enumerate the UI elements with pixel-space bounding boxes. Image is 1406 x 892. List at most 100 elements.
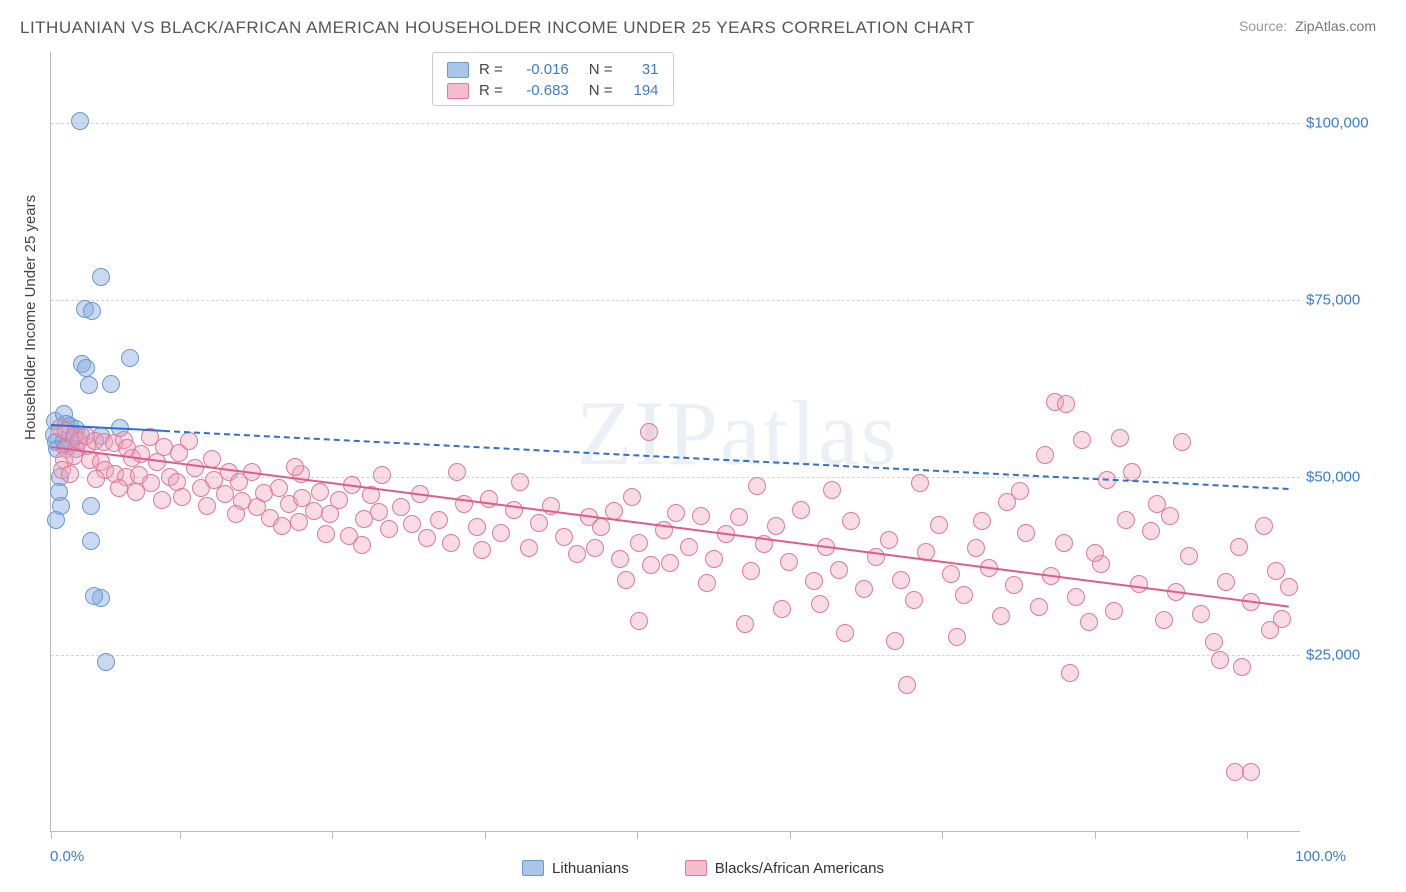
data-point [492, 524, 510, 542]
data-point [305, 502, 323, 520]
data-point [992, 607, 1010, 625]
legend-r-value: -0.683 [513, 82, 569, 99]
data-point [730, 508, 748, 526]
legend-swatch [522, 860, 544, 876]
legend-swatch [685, 860, 707, 876]
data-point [1255, 517, 1273, 535]
data-point [1057, 395, 1075, 413]
gridline-horizontal [51, 655, 1300, 656]
x-tick [942, 831, 943, 839]
data-point [886, 632, 904, 650]
y-tick-label: $75,000 [1306, 292, 1360, 309]
data-point [736, 615, 754, 633]
source-label: Source: [1239, 18, 1287, 34]
legend-swatch [447, 83, 469, 99]
data-point [317, 525, 335, 543]
data-point [61, 465, 79, 483]
legend-swatch [447, 62, 469, 78]
data-point [1117, 511, 1135, 529]
data-point [973, 512, 991, 530]
data-point [153, 491, 171, 509]
data-point [805, 572, 823, 590]
data-point [442, 534, 460, 552]
y-tick-label: $25,000 [1306, 646, 1360, 663]
gridline-horizontal [51, 123, 1300, 124]
x-tick [1247, 831, 1248, 839]
data-point [692, 507, 710, 525]
scatter-chart: ZIPatlas $25,000$50,000$75,000$100,000 [50, 52, 1300, 832]
gridline-horizontal [51, 300, 1300, 301]
x-tick [485, 831, 486, 839]
data-point [667, 504, 685, 522]
data-point [680, 538, 698, 556]
data-point [71, 112, 89, 130]
x-tick [180, 831, 181, 839]
data-point [1111, 429, 1129, 447]
regression-line [51, 446, 1289, 608]
data-point [1105, 602, 1123, 620]
data-point [1011, 482, 1029, 500]
data-point [47, 511, 65, 529]
data-point [1086, 544, 1104, 562]
data-point [286, 458, 304, 476]
data-point [473, 541, 491, 559]
data-point [905, 591, 923, 609]
data-point [830, 561, 848, 579]
x-tick [1095, 831, 1096, 839]
data-point [198, 497, 216, 515]
data-point [85, 587, 103, 605]
data-point [623, 488, 641, 506]
data-point [1242, 763, 1260, 781]
data-point [1173, 433, 1191, 451]
y-axis-label: Householder Income Under 25 years [22, 195, 39, 440]
data-point [290, 513, 308, 531]
data-point [1055, 534, 1073, 552]
data-point [373, 466, 391, 484]
data-point [698, 574, 716, 592]
data-point [1155, 611, 1173, 629]
data-point [1211, 651, 1229, 669]
data-point [468, 518, 486, 536]
legend-n-label: N = [589, 82, 613, 99]
data-point [83, 302, 101, 320]
legend-series-label: Blacks/African Americans [715, 860, 884, 877]
data-point [353, 536, 371, 554]
data-point [403, 515, 421, 533]
data-point [142, 474, 160, 492]
data-point [102, 375, 120, 393]
legend-n-value: 31 [623, 61, 659, 78]
data-point [948, 628, 966, 646]
data-point [811, 595, 829, 613]
data-point [823, 481, 841, 499]
data-point [705, 550, 723, 568]
x-axis-max-label: 100.0% [1295, 848, 1346, 865]
data-point [911, 474, 929, 492]
data-point [180, 432, 198, 450]
data-point [110, 479, 128, 497]
data-point [92, 268, 110, 286]
data-point [530, 514, 548, 532]
data-point [448, 463, 466, 481]
data-point [1205, 633, 1223, 651]
data-point [97, 653, 115, 671]
data-point [87, 470, 105, 488]
data-point [370, 503, 388, 521]
data-point [661, 554, 679, 572]
x-axis-min-label: 0.0% [50, 848, 84, 865]
legend-n-label: N = [589, 61, 613, 78]
data-point [1273, 610, 1291, 628]
data-point [586, 539, 604, 557]
data-point [505, 501, 523, 519]
data-point [1192, 605, 1210, 623]
data-point [842, 512, 860, 530]
data-point [273, 517, 291, 535]
data-point [1142, 522, 1160, 540]
data-point [967, 539, 985, 557]
data-point [742, 562, 760, 580]
data-point [592, 518, 610, 536]
data-point [1030, 598, 1048, 616]
data-point [767, 517, 785, 535]
data-point [77, 359, 95, 377]
legend-row: R = -0.683N = 194 [447, 80, 659, 101]
x-tick [332, 831, 333, 839]
